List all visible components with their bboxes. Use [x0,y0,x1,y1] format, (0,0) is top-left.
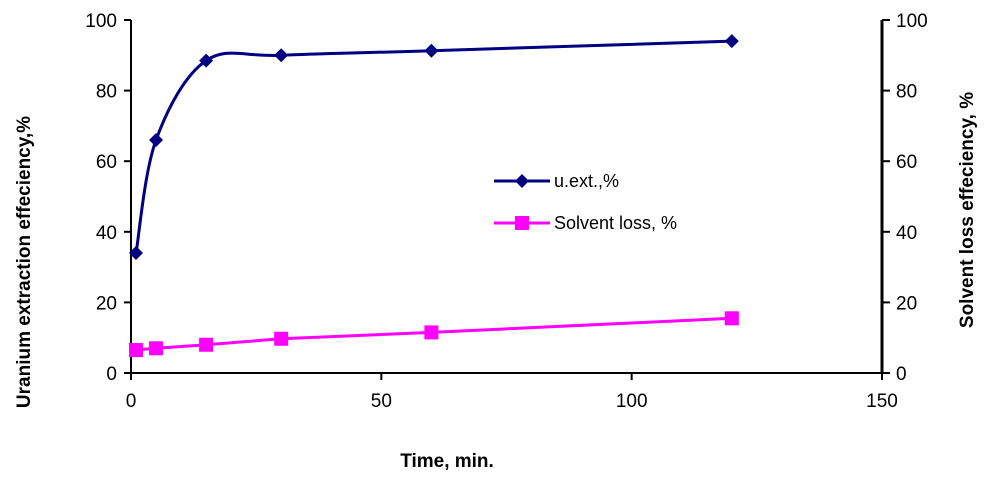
series-solvent-loss [129,311,739,358]
data-point-square [274,331,289,346]
x-axis-title: Time, min. [400,451,494,472]
y-tick-label: 0 [106,364,117,385]
series-uranium-extraction [129,34,739,260]
y2-tick-label: 0 [896,364,907,385]
y2-tick-label: 40 [896,223,917,244]
series-layer [129,34,739,358]
y-tick-label: 60 [96,152,117,173]
data-point-diamond [274,48,289,63]
y-tick-label: 80 [96,82,117,103]
legend-marker [515,174,529,188]
data-point-diamond [149,133,164,148]
data-point-diamond [129,245,144,260]
y-tick-label: 100 [85,11,117,32]
y-axis-title: Uranium extraction effeciency,% [14,116,35,408]
data-point-square [129,343,144,358]
tick-labels: 0 20 40 60 80 100 0 20 40 60 80 100 0 50 100 150 [85,11,927,412]
y2-axis-title: Solvent loss effeciency, % [957,92,978,328]
legend-entry: u.ext.,% [494,171,619,191]
x-tick-label: 150 [866,391,898,412]
axes [124,19,890,380]
data-point-square [199,337,214,352]
legend-label: u.ext.,% [554,171,619,191]
x-tick-label: 100 [616,391,648,412]
data-point-square [424,325,439,340]
data-point-square [724,311,739,326]
y2-tick-label: 60 [896,152,917,173]
legend: u.ext.,% Solvent loss, % [494,171,677,233]
y2-tick-label: 100 [896,11,928,32]
legend-entry: Solvent loss, % [494,213,677,233]
data-point-diamond [424,43,439,58]
y-tick-label: 40 [96,223,117,244]
x-tick-label: 0 [126,391,137,412]
data-point-diamond [724,34,739,49]
legend-marker [515,216,529,230]
data-point-square [149,341,164,356]
y2-tick-label: 20 [896,293,917,314]
x-tick-label: 50 [371,391,392,412]
data-point-diamond [199,53,214,68]
legend-label: Solvent loss, % [554,213,677,233]
y-tick-label: 20 [96,293,117,314]
y2-tick-label: 80 [896,82,917,103]
